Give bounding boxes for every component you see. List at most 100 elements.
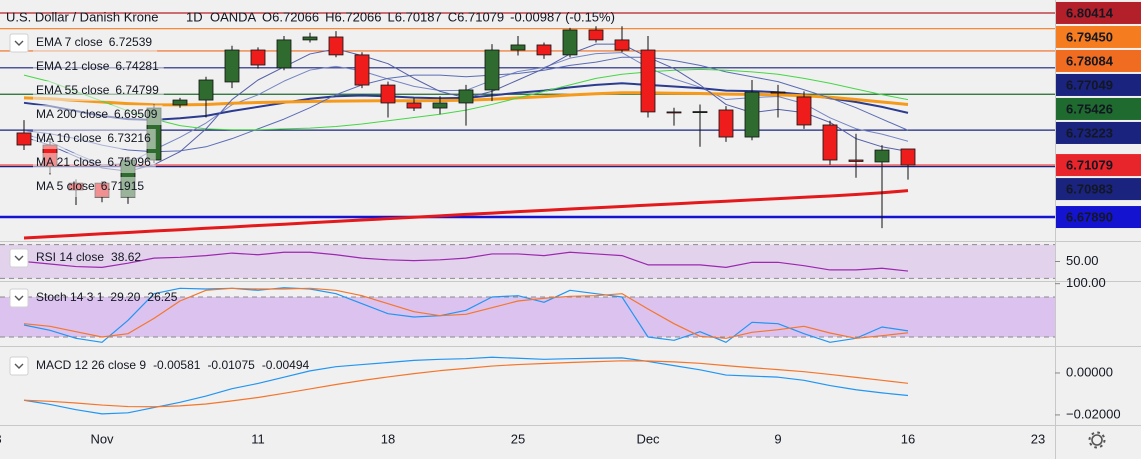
interval: 1D: [186, 9, 203, 24]
legend-value: 38.62: [111, 250, 141, 264]
legend-value: 6.73216: [107, 131, 151, 145]
indicator-line: [23, 287, 909, 343]
candle-body: [250, 49, 266, 66]
symbol-title: U.S. Dollar / Danish Krone: [6, 9, 158, 24]
chevron-icon: [14, 255, 24, 261]
candle-body: [588, 29, 604, 41]
x-tick-label: 8: [0, 431, 2, 446]
x-tick-label: 16: [901, 431, 915, 446]
indicator-title: MACD 12 26 close 9: [36, 358, 146, 372]
legend-name: EMA 7 close: [36, 35, 103, 49]
price-label: 6.70983: [1066, 182, 1113, 197]
candle-body: [744, 91, 760, 138]
stoch-pane: [0, 287, 1055, 343]
legend-name: EMA 21 close: [36, 59, 110, 73]
legend-bg: [33, 177, 150, 197]
price-label: 6.71079: [1066, 158, 1113, 173]
x-tick-label: 25: [511, 431, 525, 446]
y-tick-label: 100.00: [1066, 275, 1106, 290]
settings-icon[interactable]: [1088, 431, 1106, 449]
candle-body: [432, 102, 448, 109]
candle-body: [536, 44, 552, 56]
candle-body: [640, 49, 656, 113]
legend-value: 6.74799: [115, 83, 159, 97]
legend-name: MA 10 close: [36, 131, 102, 145]
ohlc-key: H: [325, 9, 334, 24]
candle-body: [848, 159, 864, 162]
legend-name: MA 5 close: [36, 179, 95, 193]
indicator-line: [23, 360, 909, 408]
legend-bg: [33, 33, 158, 53]
candle-body: [198, 79, 214, 101]
indicator-line: [23, 356, 909, 415]
candle-body: [328, 36, 344, 56]
candle-body: [718, 109, 734, 138]
price-label: 6.67890: [1066, 209, 1113, 224]
price-label-bg: [1056, 154, 1141, 177]
indicator-title: Stoch 14 3 1: [36, 290, 104, 304]
candle-body: [354, 54, 370, 86]
price-label-bg: [1056, 178, 1141, 201]
candle-body: [224, 49, 240, 83]
price-label-bg: [1056, 73, 1141, 96]
collapse-button[interactable]: [9, 33, 29, 53]
ohlc-value: 6.72066: [335, 9, 382, 24]
candle-body: [380, 84, 396, 104]
price-label-bg: [1056, 121, 1141, 144]
indicator-line: [23, 287, 909, 339]
candle-body: [562, 29, 578, 56]
price-label: 6.79450: [1066, 29, 1113, 44]
main-pane: [0, 12, 1055, 240]
rsi-pane: [0, 244, 1055, 279]
ohlc-value: 6.71079: [457, 9, 504, 24]
ohlc-value: 6.72066: [272, 9, 319, 24]
price-label: 6.77049: [1066, 77, 1113, 92]
chevron-icon: [14, 40, 24, 46]
change: -0.00987 (-0.15%): [510, 9, 615, 24]
candle-body: [874, 149, 890, 163]
legend-value: 29.20: [110, 290, 140, 304]
indicator-title: RSI 14 close: [36, 250, 104, 264]
legend-value: 6.72539: [109, 35, 153, 49]
collapse-button[interactable]: [9, 356, 29, 376]
price-label-bg: [1056, 49, 1141, 72]
collapse-button[interactable]: [9, 288, 29, 308]
candle-body: [276, 39, 292, 69]
candle-body: [900, 148, 916, 166]
price-label: 6.80414: [1066, 5, 1114, 20]
price-label-bg: [1056, 1, 1141, 24]
candle-body: [16, 132, 32, 146]
legend-bg: [33, 105, 163, 125]
candle-body: [796, 96, 812, 126]
legend-bg: [33, 153, 156, 173]
x-tick-label: Dec: [636, 431, 660, 446]
overlay: O 6.72066 H 6.72066 L 6.70187 C 6.71079 -0.00987…: [0, 1, 1141, 446]
level-band: [0, 244, 1055, 279]
ohlc-key: L: [388, 9, 395, 24]
ohlc-value: 6.70187: [395, 9, 442, 24]
candle-body: [406, 102, 422, 109]
price-label-bg: [1056, 97, 1141, 120]
legend-bg: [33, 57, 164, 77]
legend-value: -0.00494: [262, 358, 310, 372]
y-tick-label: 50.00: [1066, 253, 1099, 268]
price-label: 6.78084: [1066, 53, 1114, 68]
price-label-bg: [1056, 206, 1141, 229]
ohlc-key: C: [448, 9, 457, 24]
chevron-icon: [14, 363, 24, 369]
price-label: 6.75426: [1066, 101, 1113, 116]
x-tick-label: 18: [381, 431, 395, 446]
price-label-bg: [1056, 25, 1141, 48]
candle-body: [302, 36, 318, 41]
price-label: 6.73223: [1066, 125, 1113, 140]
candle-body: [614, 39, 630, 51]
legend-value: -0.01075: [207, 358, 255, 372]
candle-body: [822, 124, 838, 161]
ma-line: [23, 56, 909, 153]
x-tick-label: 9: [774, 431, 781, 446]
collapse-button[interactable]: [9, 248, 29, 268]
legend-name: MA 200 close: [36, 107, 108, 121]
macd-pane: [23, 356, 909, 415]
